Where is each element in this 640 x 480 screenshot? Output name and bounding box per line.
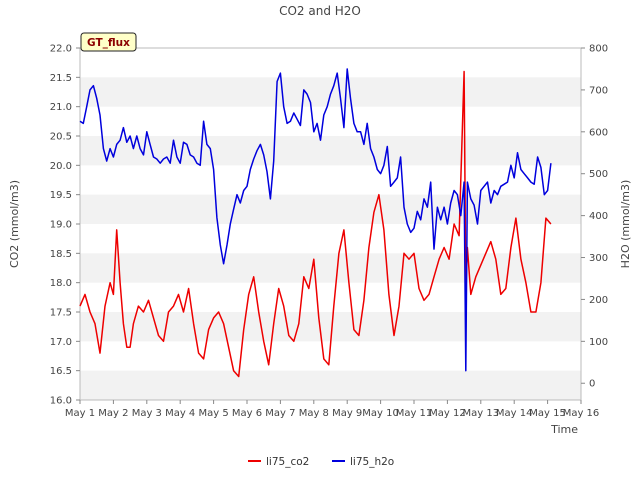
x-tick-label: May 1 bbox=[65, 408, 95, 419]
x-tick-label: May 11 bbox=[396, 408, 433, 419]
right-tick-label: 800 bbox=[589, 44, 608, 55]
left-tick-label: 17.0 bbox=[50, 337, 72, 348]
left-tick-label: 20.5 bbox=[50, 132, 72, 143]
left-tick-label: 20.0 bbox=[50, 161, 72, 172]
chart-title: CO2 and H2O bbox=[279, 4, 361, 18]
x-tick-label: May 15 bbox=[529, 408, 566, 419]
left-tick-label: 17.5 bbox=[50, 308, 72, 319]
right-tick-label: 300 bbox=[589, 253, 608, 264]
right-tick-label: 0 bbox=[589, 379, 595, 390]
x-tick-label: May 2 bbox=[98, 408, 128, 419]
left-tick-label: 18.0 bbox=[50, 278, 72, 289]
right-tick-label: 400 bbox=[589, 211, 608, 222]
x-axis-label: Time bbox=[550, 423, 578, 436]
grid-band bbox=[80, 136, 581, 166]
left-tick-label: 18.5 bbox=[50, 249, 72, 260]
gt-flux-badge: GT_flux bbox=[80, 32, 137, 52]
x-tick-label: May 9 bbox=[332, 408, 362, 419]
series-layer bbox=[79, 68, 552, 378]
right-axis: 0 100 200 300 400 500 600 700 800 bbox=[581, 44, 608, 390]
x-tick-label: May 7 bbox=[265, 408, 295, 419]
x-tick-label: May 6 bbox=[232, 408, 262, 419]
right-tick-label: 100 bbox=[589, 337, 608, 348]
grid-band bbox=[80, 194, 581, 224]
x-tick-label: May 5 bbox=[198, 408, 228, 419]
grid-band bbox=[80, 77, 581, 107]
left-tick-label: 19.5 bbox=[50, 190, 72, 201]
legend-label-li75_co2: li75_co2 bbox=[266, 456, 309, 468]
right-tick-label: 200 bbox=[589, 295, 608, 306]
x-tick-label: May 16 bbox=[563, 408, 600, 419]
x-tick-label: May 13 bbox=[463, 408, 500, 419]
left-axis: 16.0 16.5 17.0 17.5 18.0 18.5 19.0 19.5 20.0 20.5… bbox=[50, 44, 80, 407]
x-tick-label: May 14 bbox=[496, 408, 533, 419]
left-tick-label: 16.0 bbox=[50, 396, 72, 407]
left-tick-label: 16.5 bbox=[50, 366, 72, 377]
x-axis: May 1 May 2 May 3 May 4 May 5 May 6 May 7 May 8… bbox=[65, 400, 599, 419]
series-line-li75_h2o bbox=[79, 68, 552, 372]
badge-label: GT_flux bbox=[87, 37, 130, 49]
right-axis-label: H2O (mmol/m3) bbox=[619, 180, 632, 269]
grid-band bbox=[80, 253, 581, 283]
right-tick-label: 700 bbox=[589, 85, 608, 96]
x-tick-label: May 10 bbox=[362, 408, 399, 419]
left-tick-label: 21.5 bbox=[50, 73, 72, 84]
right-tick-label: 500 bbox=[589, 169, 608, 180]
grid-band bbox=[80, 370, 581, 400]
left-tick-label: 21.0 bbox=[50, 102, 72, 113]
series-line-li75_co2 bbox=[79, 70, 552, 378]
grid-bands bbox=[80, 77, 581, 400]
legend-label-li75_h2o: li75_h2o bbox=[350, 456, 394, 468]
left-tick-label: 22.0 bbox=[50, 44, 72, 55]
right-tick-label: 600 bbox=[589, 127, 608, 138]
left-tick-label: 19.0 bbox=[50, 220, 72, 231]
x-tick-label: May 8 bbox=[299, 408, 329, 419]
x-tick-label: May 12 bbox=[429, 408, 466, 419]
legend: li75_co2 li75_h2o bbox=[248, 456, 394, 468]
left-axis-label: CO2 (mmol/m3) bbox=[8, 180, 21, 268]
x-tick-label: May 4 bbox=[165, 408, 195, 419]
x-tick-label: May 3 bbox=[132, 408, 162, 419]
